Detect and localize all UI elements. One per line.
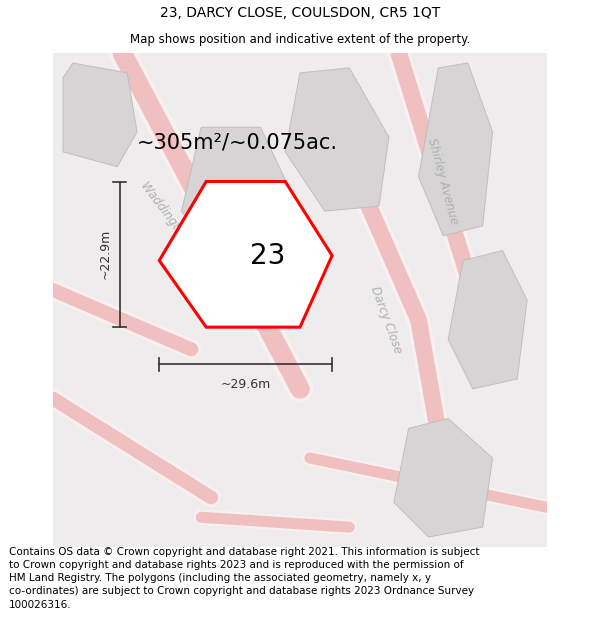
Text: ~22.9m: ~22.9m bbox=[99, 229, 112, 279]
Text: 23, DARCY CLOSE, COULSDON, CR5 1QT: 23, DARCY CLOSE, COULSDON, CR5 1QT bbox=[160, 6, 440, 20]
Text: Map shows position and indicative extent of the property.: Map shows position and indicative extent… bbox=[130, 33, 470, 46]
Text: ~29.6m: ~29.6m bbox=[221, 378, 271, 391]
Polygon shape bbox=[63, 63, 137, 167]
Polygon shape bbox=[181, 127, 300, 271]
Text: Shirley Avenue: Shirley Avenue bbox=[425, 137, 461, 226]
Polygon shape bbox=[419, 63, 493, 236]
Text: Darcy Close: Darcy Close bbox=[368, 284, 404, 355]
Text: Contains OS data © Crown copyright and database right 2021. This information is : Contains OS data © Crown copyright and d… bbox=[9, 547, 479, 609]
Text: 23: 23 bbox=[250, 241, 286, 269]
Polygon shape bbox=[159, 181, 332, 327]
Polygon shape bbox=[394, 419, 493, 537]
Text: Waddington Avenue: Waddington Avenue bbox=[138, 179, 220, 282]
Polygon shape bbox=[448, 251, 527, 389]
Polygon shape bbox=[285, 68, 389, 211]
Text: ~305m²/~0.075ac.: ~305m²/~0.075ac. bbox=[137, 132, 338, 152]
